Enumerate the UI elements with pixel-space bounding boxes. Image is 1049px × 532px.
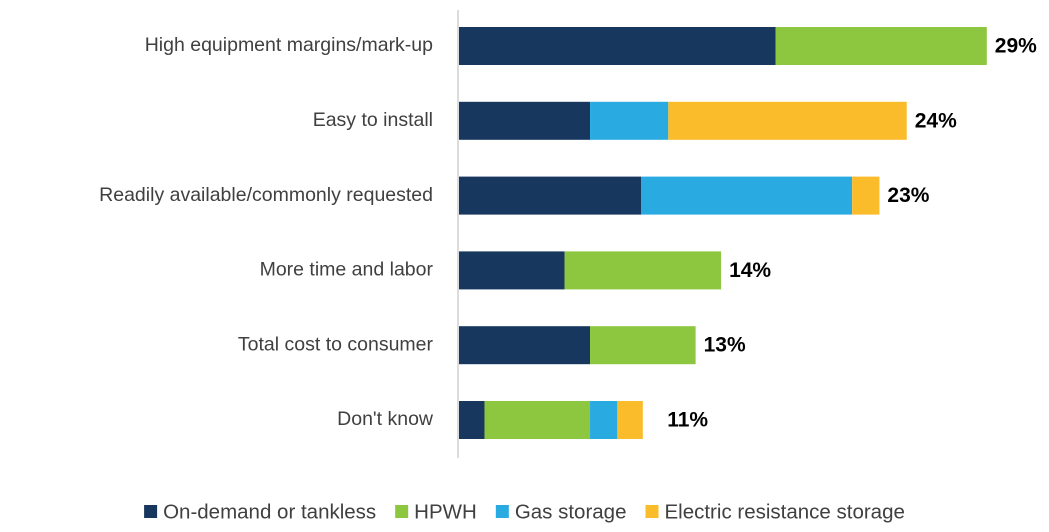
bar-segment — [641, 176, 853, 215]
bar-segment — [459, 176, 641, 215]
bar-segment — [459, 27, 776, 65]
legend-swatch — [495, 505, 509, 518]
category-label: High equipment margins/mark-up — [145, 34, 433, 56]
legend-label: On-demand or tankless — [163, 500, 376, 523]
legend-label: Gas storage — [515, 500, 627, 523]
bar-segment — [590, 401, 618, 439]
bar-segment — [617, 401, 643, 439]
bar-segment — [459, 401, 485, 439]
bar-segment — [459, 326, 591, 365]
legend-label: Electric resistance storage — [664, 500, 904, 523]
bar-segment — [484, 401, 591, 439]
bar-segment — [590, 101, 669, 140]
legend-label: HPWH — [414, 500, 477, 523]
bar-segment — [668, 101, 907, 140]
bar-segment — [459, 101, 591, 140]
total-label: 23% — [887, 184, 929, 207]
legend-swatch — [395, 505, 409, 518]
legend-swatch — [144, 505, 158, 518]
category-label: Don't know — [337, 408, 434, 430]
bar-segment — [852, 176, 880, 215]
category-label: Readily available/commonly requested — [99, 184, 433, 206]
total-label: 14% — [729, 259, 771, 282]
category-label: Easy to install — [313, 109, 433, 131]
total-label: 29% — [995, 35, 1037, 58]
category-label: Total cost to consumer — [238, 333, 434, 355]
bar-segment — [590, 326, 696, 365]
total-label: 24% — [915, 109, 957, 132]
category-label: More time and labor — [260, 259, 434, 281]
bar-segment — [775, 27, 987, 65]
bar-segment — [564, 251, 722, 290]
bar-segment — [459, 251, 565, 290]
total-label: 13% — [704, 334, 746, 357]
legend-swatch — [645, 505, 659, 518]
total-label: 11% — [667, 409, 708, 432]
